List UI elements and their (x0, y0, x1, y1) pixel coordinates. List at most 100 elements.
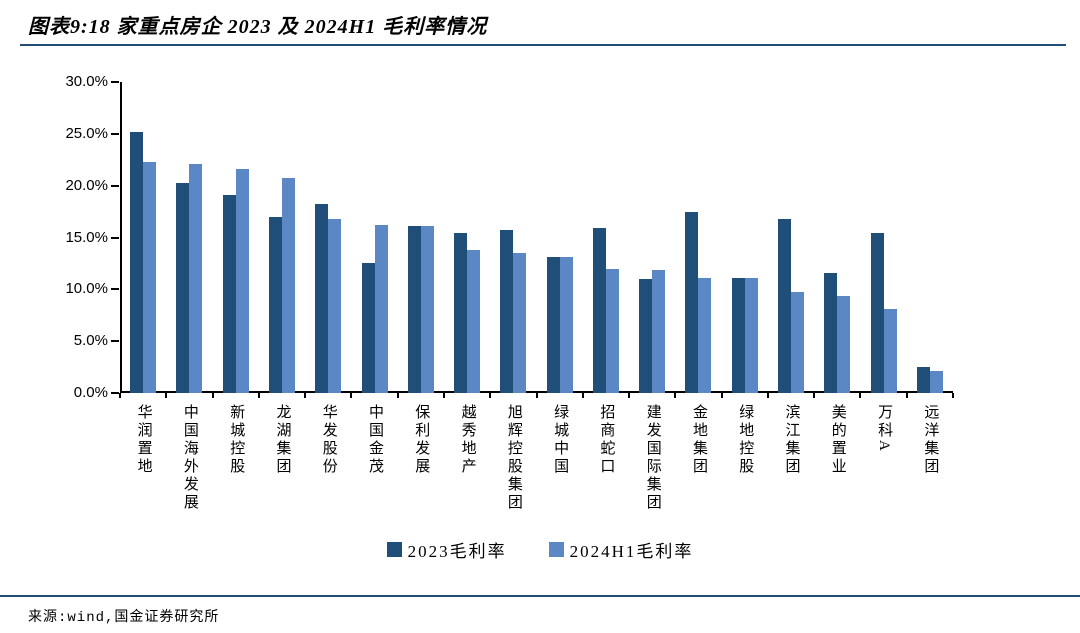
x-tick-mark (720, 393, 723, 398)
legend-item-2023: 2023毛利率 (386, 537, 507, 562)
x-tick-mark (489, 393, 492, 398)
bar-2023 (454, 233, 468, 393)
chart-title: 图表9:18 家重点房企 2023 及 2024H1 毛利率情况 (28, 16, 488, 38)
bar-2024h1 (837, 295, 851, 393)
bar-2024h1 (929, 371, 943, 393)
legend-label-2023: 2023毛利率 (407, 542, 507, 561)
x-tick-mark (257, 393, 260, 398)
bar-2023 (685, 211, 699, 393)
x-tick-mark (211, 393, 214, 398)
bar-2024h1 (791, 292, 805, 393)
bar-2023 (500, 230, 514, 393)
x-category-label: 万科A (876, 404, 893, 454)
x-tick-mark (119, 393, 121, 398)
x-category-label: 龙湖集团 (274, 404, 291, 476)
bar-2023 (546, 257, 560, 393)
x-category-label: 远洋集团 (922, 404, 939, 476)
title-divider (20, 44, 1066, 46)
x-tick-mark (442, 393, 445, 398)
x-category-label: 新城控股 (228, 404, 245, 476)
y-tick-mark (111, 81, 119, 83)
y-tick-label: 20.0% (65, 176, 108, 194)
footer-divider (0, 595, 1080, 597)
x-category-label: 中国金茂 (367, 404, 384, 476)
bar-2023 (407, 226, 421, 393)
x-category-label: 金地集团 (690, 404, 707, 476)
legend-label-2024h1: 2024H1毛利率 (569, 542, 694, 561)
x-tick-mark (350, 393, 353, 398)
y-tick-mark (111, 236, 119, 239)
y-tick-label: 0.0% (73, 384, 108, 401)
bar-2024h1 (143, 161, 157, 393)
bar-2023 (916, 367, 930, 393)
legend-swatch-2023 (386, 542, 402, 557)
bar-2024h1 (513, 253, 527, 393)
bar-2023 (870, 233, 884, 393)
y-tick-label: 30.0% (65, 73, 108, 90)
x-category-label: 绿地控股 (737, 404, 754, 476)
x-tick-mark (581, 393, 584, 398)
bar-2024h1 (605, 268, 619, 393)
bar-2024h1 (744, 277, 758, 393)
bar-2024h1 (189, 163, 203, 393)
y-tick-mark (111, 184, 119, 187)
bar-2023 (268, 216, 282, 393)
bar-2024h1 (374, 225, 388, 393)
bar-2024h1 (281, 178, 295, 393)
x-tick-mark (304, 393, 307, 398)
x-category-label: 保利发展 (413, 404, 430, 476)
x-tick-mark (859, 393, 862, 398)
bar-2024h1 (698, 277, 712, 393)
x-category-label: 美的置业 (829, 404, 846, 476)
x-tick-mark (535, 393, 538, 398)
x-category-label: 建发国际集团 (644, 404, 661, 512)
x-category-label: 绿城中国 (552, 404, 569, 476)
bar-2024h1 (235, 169, 249, 393)
bar-2024h1 (420, 226, 434, 393)
y-tick-mark (111, 288, 119, 291)
y-tick-mark (111, 340, 119, 343)
x-category-label: 旭辉控股集团 (505, 404, 522, 512)
source-note: 来源:wind,国金证券研究所 (28, 610, 220, 626)
bar-2024h1 (883, 309, 897, 393)
bar-2024h1 (559, 257, 573, 393)
bar-2023 (824, 272, 838, 393)
bar-2023 (592, 228, 606, 393)
y-tick-mark (111, 392, 119, 394)
x-category-label: 中国海外发展 (181, 404, 198, 512)
x-category-label: 滨江集团 (783, 404, 800, 476)
bar-2023 (361, 263, 375, 393)
y-tick-label: 10.0% (65, 280, 108, 298)
bar-2023 (176, 182, 190, 393)
chart-legend: 2023毛利率 2024H1毛利率 (0, 537, 1080, 562)
x-category-label: 华润置地 (135, 404, 152, 476)
x-tick-mark (396, 393, 399, 398)
bar-2023 (731, 277, 745, 393)
y-tick-label: 5.0% (73, 332, 108, 350)
x-category-label: 华发股份 (320, 404, 337, 476)
x-tick-mark (628, 393, 631, 398)
x-tick-mark (165, 393, 168, 398)
bar-2023 (222, 194, 236, 393)
bar-2023 (639, 278, 653, 393)
legend-item-2024h1: 2024H1毛利率 (548, 537, 694, 562)
bar-2024h1 (467, 249, 481, 393)
bar-2023 (130, 131, 144, 393)
x-tick-mark (674, 393, 677, 398)
plot-area (120, 82, 953, 393)
x-category-label: 招商蛇口 (598, 404, 615, 476)
y-tick-mark (111, 132, 119, 135)
bar-2023 (778, 218, 792, 393)
y-tick-label: 15.0% (65, 228, 108, 246)
legend-swatch-2024h1 (548, 542, 564, 557)
y-tick-label: 25.0% (65, 124, 108, 142)
x-tick-mark (766, 393, 769, 398)
bar-2023 (315, 204, 329, 393)
bar-2024h1 (652, 269, 666, 393)
x-tick-mark (952, 393, 954, 398)
x-tick-mark (905, 393, 908, 398)
bar-2024h1 (328, 218, 342, 393)
x-tick-mark (813, 393, 816, 398)
